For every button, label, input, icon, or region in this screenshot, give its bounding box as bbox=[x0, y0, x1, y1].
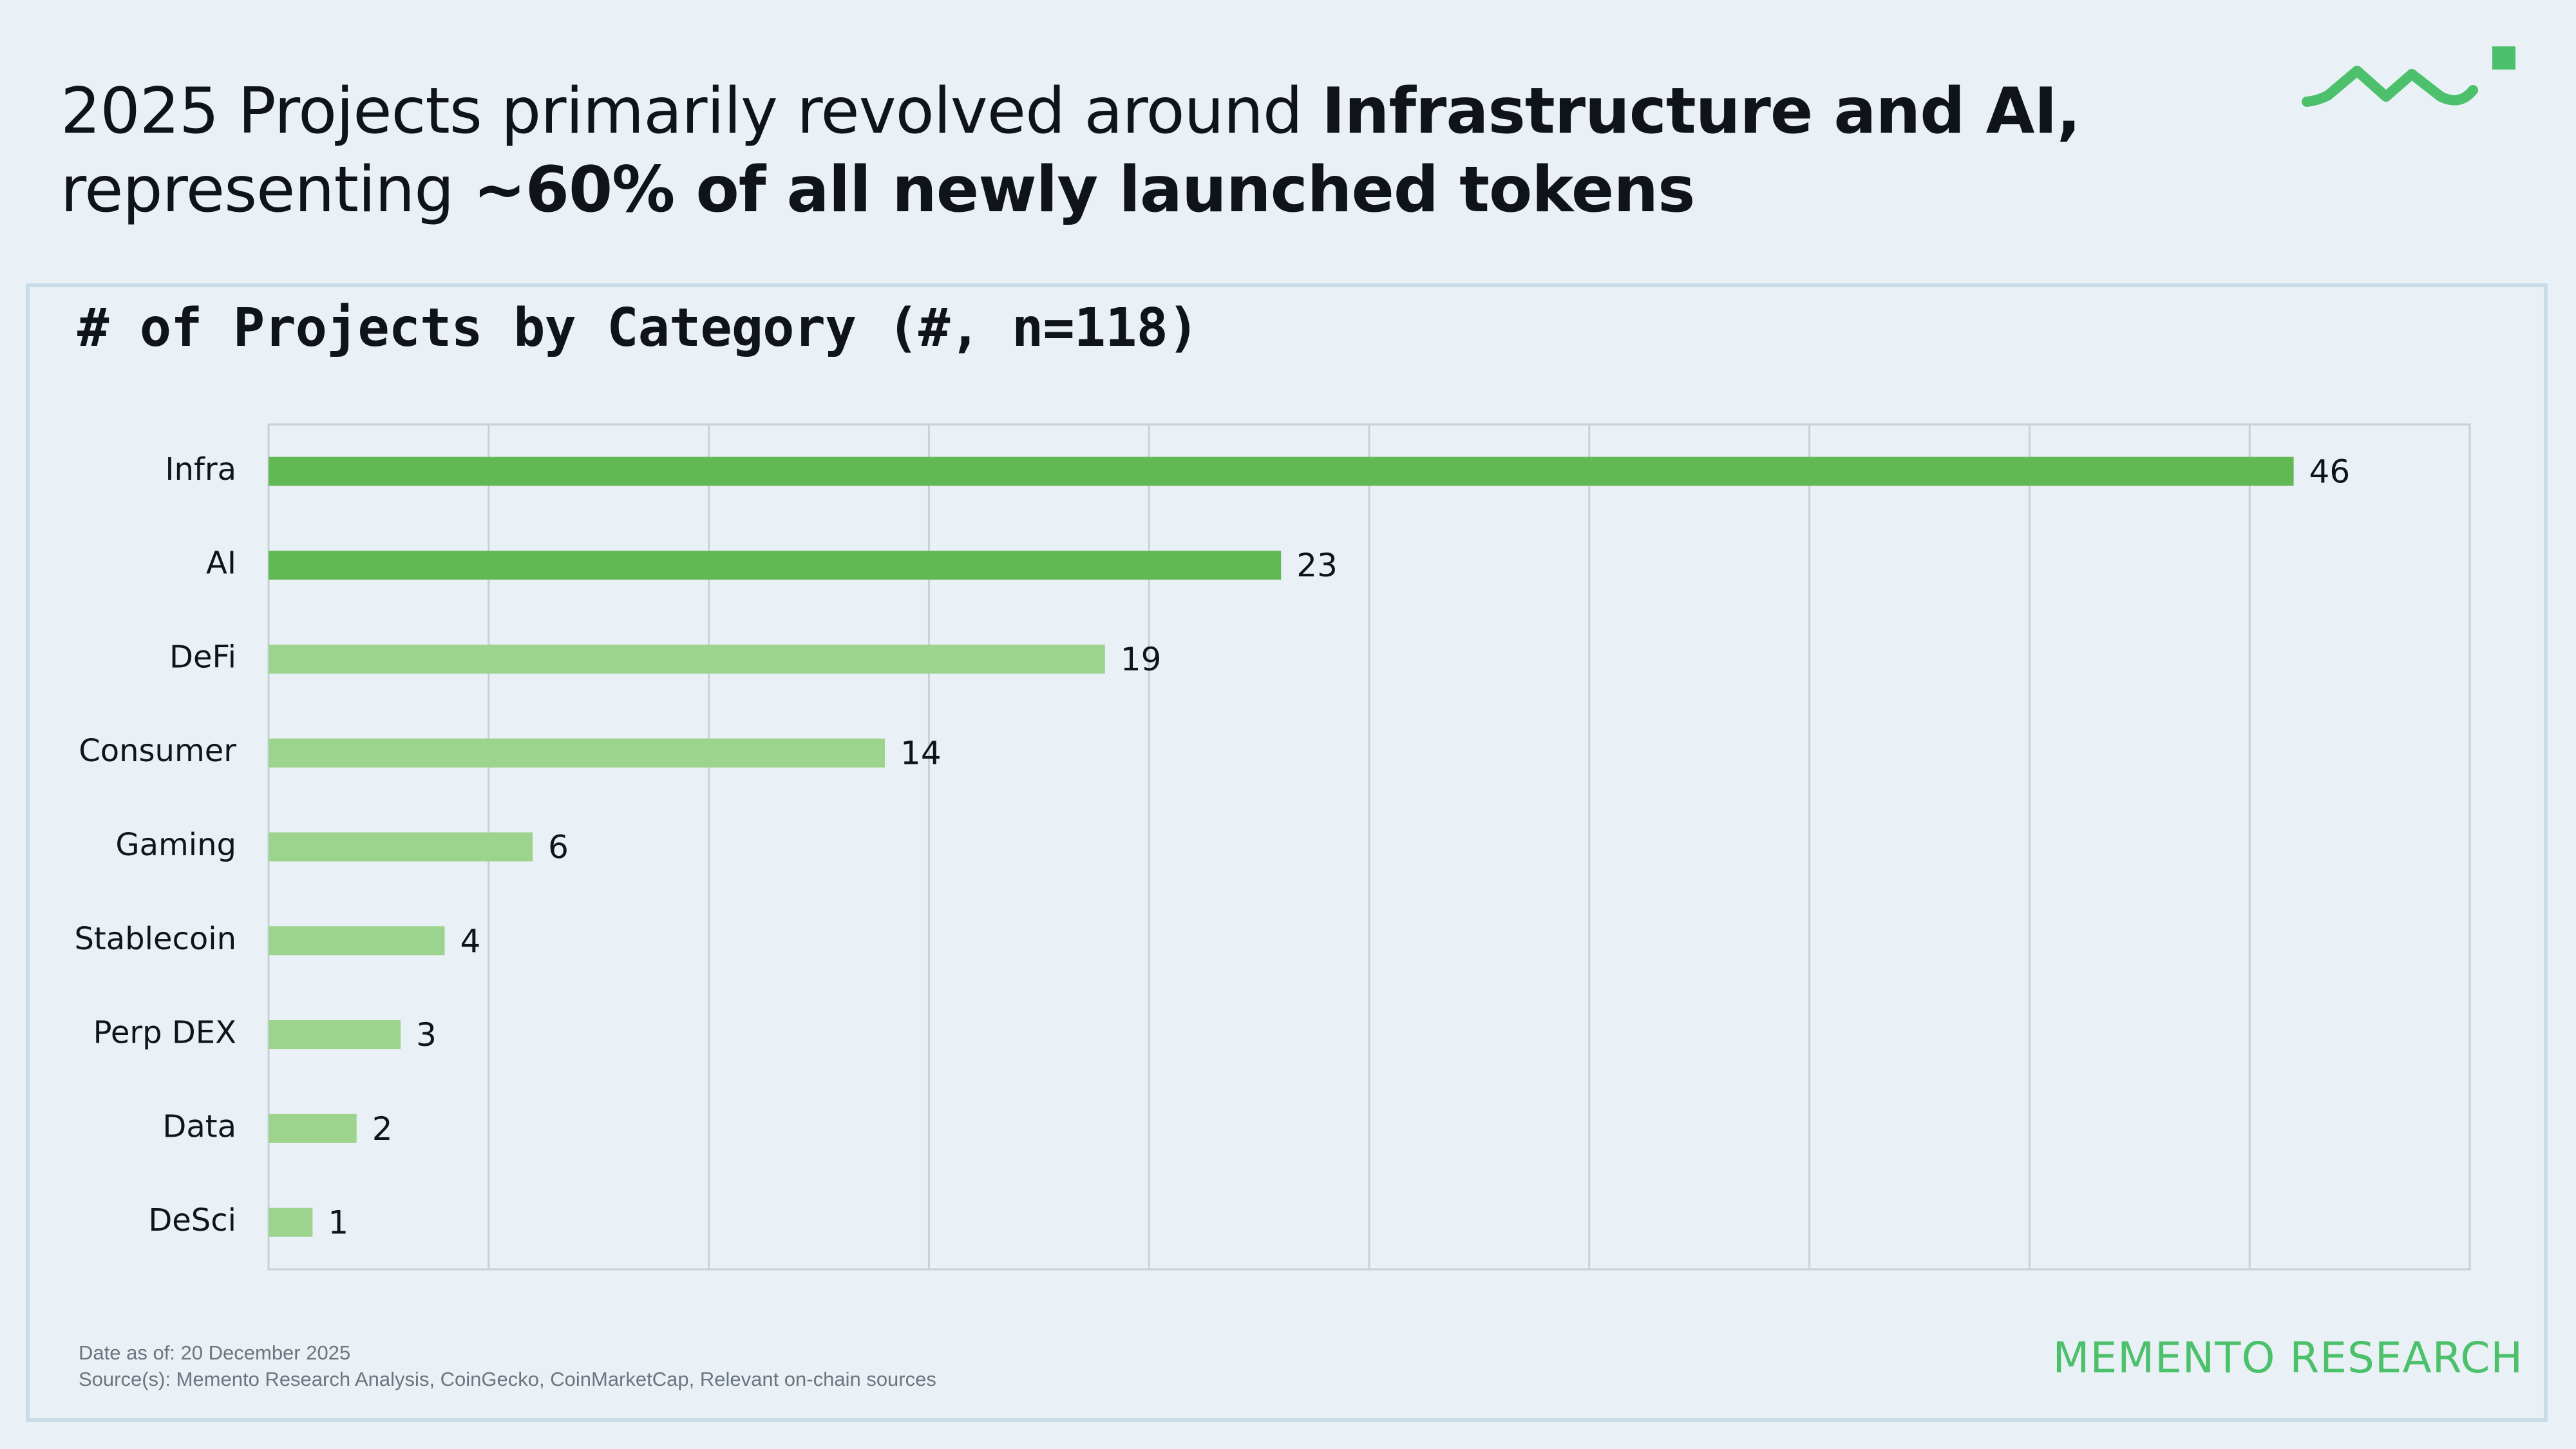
data-label-consumer: 14 bbox=[900, 735, 942, 772]
bar-infra bbox=[269, 457, 2294, 486]
headline-line-2-regular: representing bbox=[61, 153, 473, 227]
footnote: Date as of: 20 December 2025 Source(s): … bbox=[79, 1340, 936, 1392]
data-label-defi: 19 bbox=[1121, 641, 1162, 678]
bar-defi bbox=[269, 644, 1105, 674]
headline-line-1-regular: 2025 Projects primarily revolved around bbox=[61, 75, 1322, 148]
category-label-stablecoin: Stablecoin bbox=[74, 921, 236, 957]
category-label-gaming: Gaming bbox=[115, 827, 236, 863]
data-label-gaming: 6 bbox=[548, 829, 569, 866]
bar-gaming bbox=[269, 832, 533, 862]
category-label-consumer: Consumer bbox=[79, 733, 236, 769]
data-label-data: 2 bbox=[372, 1110, 393, 1148]
data-label-perp-dex: 3 bbox=[416, 1016, 437, 1054]
bar-ai bbox=[269, 551, 1282, 580]
headline-line-1: 2025 Projects primarily revolved around … bbox=[61, 72, 2121, 151]
category-label-defi: DeFi bbox=[169, 639, 236, 675]
brand-wordmark: MEMENTO RESEARCH bbox=[2052, 1333, 2523, 1383]
headline-line-2-bold: ~60% of all newly launched tokens bbox=[473, 153, 1696, 227]
category-label-ai: AI bbox=[206, 545, 236, 582]
data-label-infra: 46 bbox=[2309, 453, 2351, 490]
chart-title: # of Projects by Category (#, n=118) bbox=[77, 298, 1199, 359]
category-label-data: Data bbox=[162, 1108, 236, 1144]
bar-perp-dex bbox=[269, 1020, 401, 1050]
data-label-desci: 1 bbox=[328, 1204, 348, 1242]
headline-line-2: representing ~60% of all newly launched … bbox=[61, 151, 2121, 229]
headline-line-1-bold: Infrastructure and AI, bbox=[1321, 75, 2081, 148]
source-note: Source(s): Memento Research Analysis, Co… bbox=[79, 1368, 936, 1390]
headline: 2025 Projects primarily revolved around … bbox=[61, 72, 2121, 229]
data-label-ai: 23 bbox=[1296, 547, 1338, 584]
date-note: Date as of: 20 December 2025 bbox=[79, 1341, 351, 1364]
chart-panel bbox=[26, 283, 2548, 1422]
category-label-desci: DeSci bbox=[148, 1202, 236, 1238]
bar-desci bbox=[269, 1208, 313, 1237]
bar-stablecoin bbox=[269, 926, 445, 956]
category-label-infra: Infra bbox=[165, 451, 236, 488]
bar-data bbox=[269, 1113, 357, 1143]
memento-wave-logo-icon bbox=[2302, 46, 2515, 107]
bar-consumer bbox=[269, 738, 886, 768]
category-label-perp-dex: Perp DEX bbox=[93, 1015, 236, 1051]
data-label-stablecoin: 4 bbox=[460, 922, 480, 960]
